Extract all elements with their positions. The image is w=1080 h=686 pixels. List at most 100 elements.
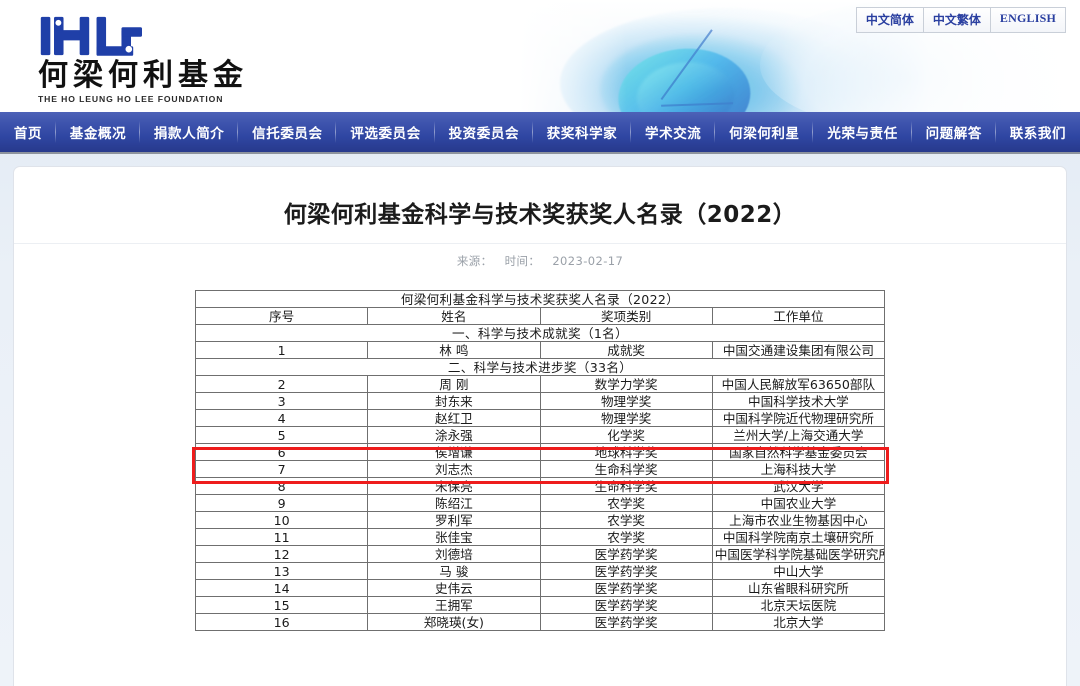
column-header-org: 工作单位	[711, 307, 886, 325]
logo-english-name: THE HO LEUNG HO LEE FOUNDATION	[38, 93, 224, 104]
lang-traditional-chinese[interactable]: 中文繁体	[923, 8, 991, 32]
content-card: 何梁何利基金科学与技术奖获奖人名录（2022） 来源： 时间： 2023-02-…	[13, 166, 1067, 686]
cell-award: 物理学奖	[539, 392, 713, 410]
meta-time-label: 时间：	[504, 254, 541, 268]
cell-award: 医学药学奖	[539, 562, 713, 580]
cell-index: 1	[194, 341, 369, 359]
cell-award: 农学奖	[539, 511, 713, 529]
nav-item-trust-committee[interactable]: 信托委员会	[238, 112, 337, 152]
section-heading: 一、科学与技术成就奖（1名）	[195, 324, 885, 342]
cell-org: 中国科学院近代物理研究所	[711, 409, 886, 427]
table-row: 15 王拥军 医学药学奖 北京天坛医院	[194, 596, 886, 614]
cell-index: 14	[194, 579, 369, 597]
table-row: 2 周 刚 数学力学奖 中国人民解放军63650部队	[194, 375, 886, 393]
table-row: 14 史伟云 医学药学奖 山东省眼科研究所	[194, 579, 886, 597]
cell-org: 上海市农业生物基因中心	[711, 511, 886, 529]
cell-org: 中国交通建设集团有限公司	[711, 341, 886, 359]
meta-time-value: 2023-02-17	[552, 254, 624, 268]
meta-source-label: 来源：	[456, 254, 493, 268]
cell-index: 2	[194, 375, 369, 393]
column-header-award: 奖项类别	[539, 307, 713, 325]
cell-award: 生命科学奖	[539, 477, 713, 495]
cell-index: 6	[194, 443, 369, 461]
nav-item-academic-exchange[interactable]: 学术交流	[631, 112, 716, 152]
section-heading: 二、科学与技术进步奖（33名）	[195, 358, 885, 376]
cell-award: 生命科学奖	[539, 460, 713, 478]
cell-index: 10	[194, 511, 369, 529]
cell-org: 武汉大学	[711, 477, 886, 495]
nav-item-home[interactable]: 首页	[0, 112, 56, 152]
award-table: 何梁何利基金科学与技术奖获奖人名录（2022） 序号 姓名 奖项类别 工作单位 …	[194, 290, 886, 631]
cell-name: 林 鸣	[367, 341, 541, 359]
cell-award: 医学药学奖	[539, 613, 713, 631]
nav-item-contact[interactable]: 联系我们	[1009, 126, 1067, 142]
table-caption-row: 何梁何利基金科学与技术奖获奖人名录（2022）	[195, 290, 885, 308]
cell-name: 王拥军	[367, 596, 541, 614]
table-row: 6 侯增谦 地球科学奖 国家自然科学基金委员会	[194, 443, 886, 461]
nav-item-laureates[interactable]: 获奖科学家	[533, 112, 632, 152]
cell-index: 9	[194, 494, 369, 512]
cell-name: 史伟云	[367, 579, 541, 597]
cell-award: 化学奖	[539, 426, 713, 444]
site-logo[interactable]: 何梁何利基金 THE HO LEUNG HO LEE FOUNDATION	[38, 14, 248, 104]
cell-award: 医学药学奖	[539, 579, 713, 597]
nav-item-investment-committee[interactable]: 投资委员会	[435, 112, 534, 152]
cell-org: 中国农业大学	[711, 494, 886, 512]
cell-name: 涂永强	[367, 426, 541, 444]
cell-org: 中山大学	[711, 562, 886, 580]
award-table-zone: 何梁何利基金科学与技术奖获奖人名录（2022） 序号 姓名 奖项类别 工作单位 …	[14, 290, 1066, 631]
cell-name: 宋保亮	[367, 477, 541, 495]
cell-name: 陈绍江	[367, 494, 541, 512]
cell-name: 封东来	[367, 392, 541, 410]
section-heading-row: 二、科学与技术进步奖（33名）	[195, 358, 885, 376]
cell-org: 上海科技大学	[711, 460, 886, 478]
cell-name: 罗利军	[367, 511, 541, 529]
section-heading-row: 一、科学与技术成就奖（1名）	[195, 324, 885, 342]
satellite-dish-graphic	[598, 16, 815, 112]
lang-english[interactable]: ENGLISH	[990, 8, 1065, 32]
cell-org: 中国医学科学院基础医学研究所	[711, 545, 886, 563]
cell-award: 物理学奖	[539, 409, 713, 427]
table-row: 13 马 骏 医学药学奖 中山大学	[194, 562, 886, 580]
cell-award: 农学奖	[539, 528, 713, 546]
nav-item-selection-committee[interactable]: 评选委员会	[336, 112, 435, 152]
nav-item-foundation[interactable]: 基金概况	[56, 112, 141, 152]
cell-award: 医学药学奖	[539, 545, 713, 563]
nav-item-honor[interactable]: 光荣与责任	[813, 112, 912, 152]
cell-org: 北京天坛医院	[711, 596, 886, 614]
cell-index: 15	[194, 596, 369, 614]
table-row: 10 罗利军 农学奖 上海市农业生物基因中心	[194, 511, 886, 529]
cell-org: 山东省眼科研究所	[711, 579, 886, 597]
column-header-index: 序号	[194, 307, 369, 325]
cell-award: 成就奖	[539, 341, 713, 359]
lang-simplified-chinese[interactable]: 中文简体	[856, 8, 924, 32]
language-switcher[interactable]: 中文简体 中文繁体 ENGLISH	[855, 7, 1066, 33]
cell-org: 北京大学	[711, 613, 886, 631]
table-header-row: 序号 姓名 奖项类别 工作单位	[194, 307, 886, 325]
cell-index: 8	[194, 477, 369, 495]
cell-index: 5	[194, 426, 369, 444]
cell-index: 7	[194, 460, 369, 478]
cell-index: 13	[194, 562, 369, 580]
nav-item-faq[interactable]: 问题解答	[912, 112, 996, 152]
table-row: 3 封东来 物理学奖 中国科学技术大学	[194, 392, 886, 410]
cell-name: 赵红卫	[367, 409, 541, 427]
main-navigation[interactable]: 首页 基金概况 捐款人简介 信托委员会 评选委员会 投资委员会 获奖科学家 学术…	[0, 112, 1080, 154]
cell-org: 中国科学技术大学	[711, 392, 886, 410]
nav-item-donors[interactable]: 捐款人简介	[140, 112, 239, 152]
cell-org: 中国人民解放军63650部队	[711, 375, 886, 393]
cell-award: 地球科学奖	[539, 443, 713, 461]
nav-item-star[interactable]: 何梁何利星	[715, 112, 814, 152]
table-row: 7 刘志杰 生命科学奖 上海科技大学	[194, 460, 886, 478]
cell-name: 周 刚	[367, 375, 541, 393]
hlhl-monogram-icon	[40, 16, 142, 56]
cell-org: 国家自然科学基金委员会	[711, 443, 886, 461]
cell-index: 3	[194, 392, 369, 410]
cell-award: 数学力学奖	[539, 375, 713, 393]
site-banner: 何梁何利基金 THE HO LEUNG HO LEE FOUNDATION 中文…	[0, 0, 1080, 112]
table-row: 8 宋保亮 生命科学奖 武汉大学	[194, 477, 886, 495]
table-caption: 何梁何利基金科学与技术奖获奖人名录（2022）	[195, 290, 885, 308]
table-row-highlighted: 4 赵红卫 物理学奖 中国科学院近代物理研究所	[194, 409, 886, 427]
cell-name: 刘志杰	[367, 460, 541, 478]
